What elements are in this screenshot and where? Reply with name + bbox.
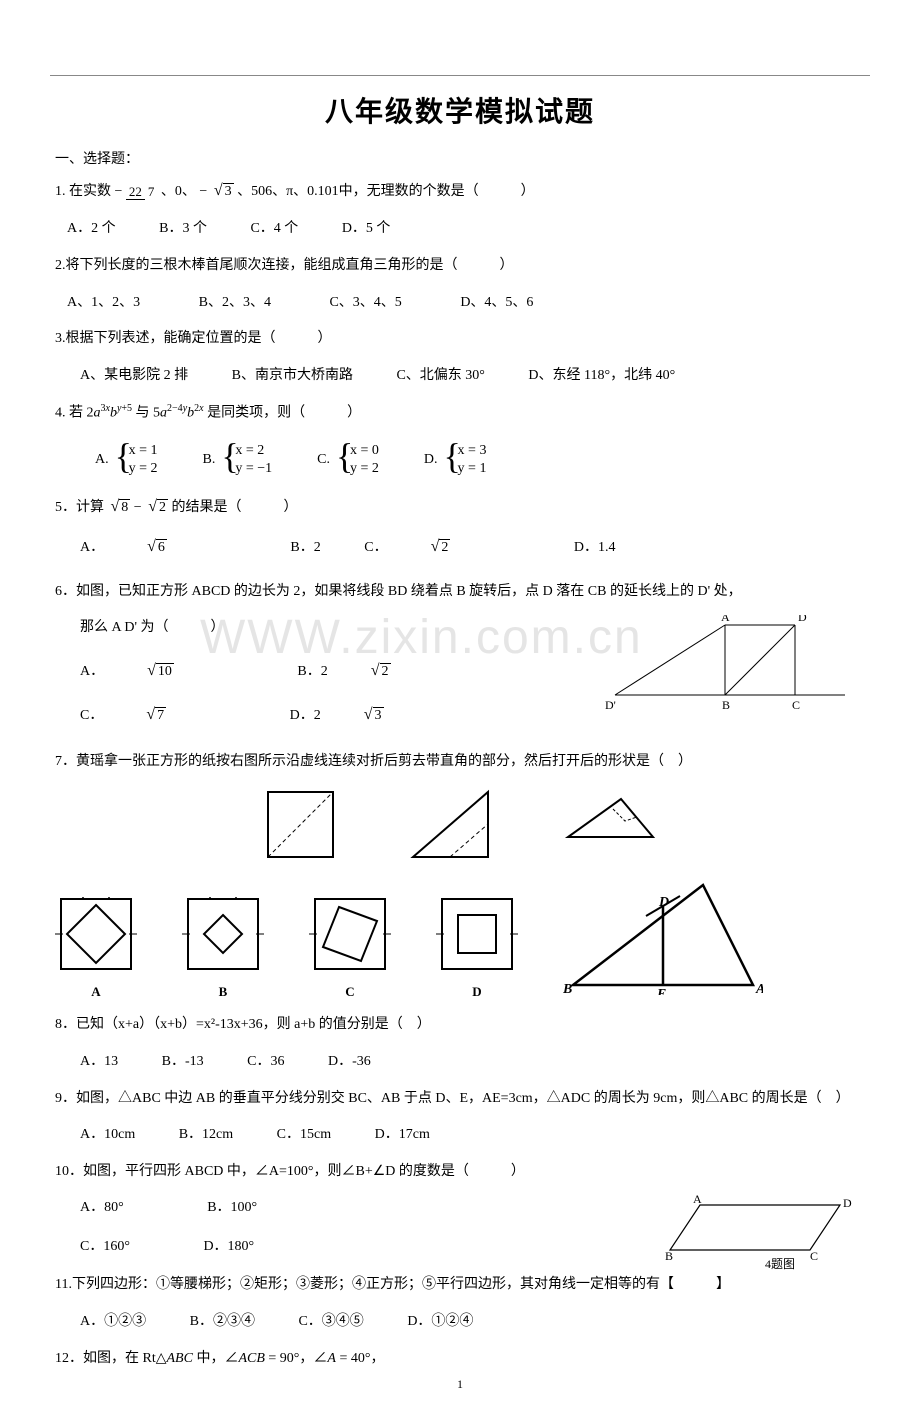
question-4: 4. 若 2a3xby+5 与 5a2−4yb2x 是同类项，则（ ） xyxy=(55,399,865,427)
q6-figure: A D D' B C xyxy=(605,615,865,725)
svg-text:B: B xyxy=(722,698,730,712)
svg-text:B: B xyxy=(665,1249,673,1260)
q10-options-row2: C．160° D．180° xyxy=(80,1234,665,1261)
q10-options-row1: A．80° B．100° xyxy=(80,1195,665,1222)
q10-figure: A D B C 4题图 xyxy=(665,1195,865,1265)
svg-text:B: B xyxy=(563,982,572,995)
question-6: 6．如图，已知正方形 ABCD 的边长为 2，如果将线段 BD 绕着点 B 旋转… xyxy=(55,579,865,606)
question-10: 10．如图，平行四形 ABCD 中，∠A=100°，则∠B+∠D 的度数是（ ） xyxy=(55,1159,865,1186)
svg-text:C: C xyxy=(700,880,710,884)
svg-text:C: C xyxy=(810,1249,818,1260)
q7-options-row: A B C D C D B E A xyxy=(55,880,865,1000)
question-8: 8．已知（x+a）（x+b）=x²-13x+36，则 a+b 的值分别是（ ） xyxy=(55,1012,865,1039)
q6-options-row1: A．10 B．22 xyxy=(80,656,605,686)
q2-options: A、1、2、3 B、2、3、4 C、3、4、5 D、4、5、6 xyxy=(67,290,865,317)
svg-text:E: E xyxy=(656,987,666,995)
question-1: 1. 在实数 − 227 、0、 − 3 、506、π、0.101中，无理数的个… xyxy=(55,176,865,206)
q4-options: A. x = 1y = 2 B. x = 2y = −1 C. x = 0y =… xyxy=(95,442,865,478)
svg-text:D': D' xyxy=(605,698,616,712)
page-title: 八年级数学模拟试题 xyxy=(55,90,865,130)
question-12: 12．如图，在 Rt△ABC 中，∠ACB = 90°，∠A = 40°， xyxy=(55,1346,865,1373)
q7-fold-sequence xyxy=(55,787,865,862)
q11-options: A．①②③ B．②③④ C．③④⑤ D．①②④ xyxy=(80,1309,865,1336)
svg-text:D: D xyxy=(798,615,807,624)
svg-text:D: D xyxy=(658,895,669,910)
q5-options: A．6 B．2 C．2 D．1.4 xyxy=(80,532,865,562)
q8-options: A．13 B．-13 C．36 D．-36 xyxy=(80,1049,865,1076)
question-7: 7．黄瑶拿一张正方形的纸按右图所示沿虚线连续对折后剪去带直角的部分，然后打开后的… xyxy=(55,749,865,776)
page-number: 1 xyxy=(0,1377,920,1392)
q1-options: A．2 个 B．3 个 C．4 个 D．5 个 xyxy=(67,216,865,243)
q6-options-row2: C．7 D．23 xyxy=(80,700,605,730)
svg-text:C: C xyxy=(792,698,800,712)
question-5: 5．计算 8 − 2 的结果是（ ） xyxy=(55,492,865,522)
q1-pre: 1. 在实数 xyxy=(55,184,111,199)
svg-text:A: A xyxy=(721,615,730,624)
q3-options: A、某电影院 2 排 B、南京市大桥南路 C、北偏东 30° D、东经 118°… xyxy=(80,363,865,390)
svg-text:A: A xyxy=(755,982,763,995)
svg-text:D: D xyxy=(843,1196,852,1210)
section-header: 一、选择题： xyxy=(55,148,865,168)
svg-text:A: A xyxy=(693,1195,702,1206)
question-3: 3.根据下列表述，能确定位置的是（ ） xyxy=(55,326,865,353)
question-2: 2.将下列长度的三根木棒首尾顺次连接，能组成直角三角形的是（ ） xyxy=(55,253,865,280)
q9-figure: C D B E A xyxy=(563,880,763,1000)
q9-options: A．10cm B．12cm C．15cm D．17cm xyxy=(80,1122,865,1149)
question-11: 11.下列四边形：①等腰梯形；②矩形；③菱形；④正方形；⑤平行四边形，其对角线一… xyxy=(55,1272,865,1299)
question-9: 9．如图，△ABC 中边 AB 的垂直平分线分别交 BC、AB 于点 D、E，A… xyxy=(55,1086,865,1113)
